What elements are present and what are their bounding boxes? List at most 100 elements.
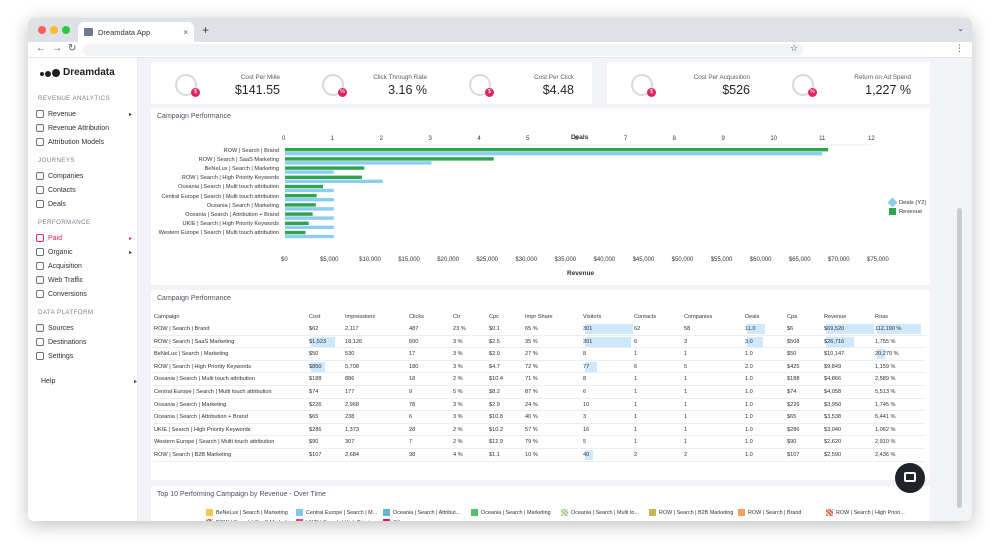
top10-legend-item[interactable]: Oceania | Search | Multi to... [561, 509, 639, 516]
table-row[interactable]: ROW | Search | Brand $62 2,117 487 23 % $0.1 6… [153, 323, 925, 336]
browser-menu-icon[interactable]: ⋮ [955, 43, 964, 53]
revenue-bar[interactable] [285, 194, 317, 198]
deals-bar[interactable] [285, 170, 334, 174]
sidebar-item-deals[interactable]: Deals [36, 198, 132, 210]
table-cell: $286 [787, 426, 800, 433]
column-header[interactable]: Visitors [583, 314, 602, 320]
column-header[interactable]: Cpa [787, 314, 798, 320]
sidebar-item-sources[interactable]: Sources [36, 322, 132, 334]
kpi-label: Cost Per Click [534, 74, 574, 81]
top10-legend-item[interactable]: ROW | Search | B2B Marketing [649, 509, 733, 516]
campaign-chart-title: Campaign Performance [157, 113, 231, 120]
close-window-dot[interactable] [38, 26, 46, 34]
deals-bar[interactable] [285, 207, 334, 211]
table-cell: 5 % [453, 389, 463, 395]
column-header[interactable]: Campaign [154, 314, 180, 320]
column-header[interactable]: Contacts [634, 314, 657, 320]
sidebar-item-web-traffic[interactable]: Web Traffic [36, 274, 132, 286]
sidebar-item-organic[interactable]: Organic ▸ [36, 246, 132, 258]
sidebar-item-companies[interactable]: Companies [36, 170, 132, 182]
table-row[interactable]: Oceania | Search | Marketing $226 2,968 78 3… [153, 399, 925, 412]
column-header[interactable]: Revenue [824, 314, 847, 320]
sidebar-item-revenue[interactable]: Revenue ▸ [36, 108, 132, 120]
column-header[interactable]: Roas [875, 314, 889, 320]
top10-legend-item[interactable]: Other [383, 519, 406, 521]
deals-bar[interactable] [285, 225, 334, 229]
table-row[interactable]: ROW | Search | SaaS Marketing $1,523 18,12… [153, 336, 925, 349]
sidebar-item-revenue-attribution[interactable]: Revenue Attribution [36, 122, 132, 134]
sidebar-item-acquisition[interactable]: Acquisition [36, 260, 132, 272]
deals-bar[interactable] [285, 188, 334, 193]
new-tab-icon[interactable]: + [202, 23, 210, 37]
column-header[interactable]: Clicks [409, 314, 424, 320]
table-row[interactable]: BeNeLux | Search | Marketing $50 530 17 3 % $… [153, 348, 925, 361]
back-arrow-icon[interactable]: ← [36, 43, 46, 54]
table-row[interactable]: UKIE | Search | High Priority Keywords $2… [153, 424, 925, 437]
sidebar-item-help[interactable]: Help ▸ [41, 375, 137, 387]
maximize-window-dot[interactable] [62, 26, 70, 34]
deals-bar[interactable] [285, 198, 334, 202]
top10-legend-item[interactable]: BeNeLux | Search | Marketing [206, 509, 288, 516]
top10-legend-item[interactable]: ROW | Search | SaaS Marketing [206, 519, 293, 521]
reload-icon[interactable]: ↻ [68, 43, 77, 54]
table-cell: Oceania | Search | Marketing [154, 401, 227, 408]
deals-bar[interactable] [285, 179, 383, 183]
sidebar-item-label: Conversions [48, 290, 87, 298]
revenue-bar[interactable] [285, 157, 494, 161]
column-header[interactable]: Deals [745, 314, 760, 320]
scrollbar[interactable] [957, 208, 962, 508]
table-cell: 27 % [525, 351, 538, 358]
column-header[interactable]: Companies [684, 314, 713, 320]
deals-bar[interactable] [285, 234, 334, 239]
deals-bar[interactable] [285, 216, 334, 220]
revenue-bar[interactable] [285, 203, 316, 207]
column-header[interactable]: Cpc [489, 314, 499, 320]
table-row[interactable]: Central Europe | Search | Multi touch at… [153, 386, 925, 399]
sidebar-item-destinations[interactable]: Destinations [36, 336, 132, 348]
top10-legend-item[interactable]: ROW | Search | Brand [738, 509, 801, 516]
kpi-badge-icon: $ [485, 88, 494, 97]
table-cell: 3 % [453, 351, 463, 358]
table-row[interactable]: Oceania | Search | Multi touch attributi… [153, 373, 925, 386]
forward-arrow-icon[interactable]: → [52, 43, 62, 54]
sidebar-item-paid[interactable]: Paid ▸ [36, 232, 132, 244]
deals-bar[interactable] [285, 152, 823, 156]
table-cell: $10.2 [489, 426, 503, 433]
top10-legend-item[interactable]: Oceania | Search | Marketing [471, 509, 551, 516]
table-row[interactable]: Western Europe | Search | Multi touch at… [153, 436, 925, 449]
url-input[interactable] [83, 44, 803, 56]
table-row[interactable]: ROW | Search | High Priority Keywords $85… [153, 361, 925, 374]
minimize-window-dot[interactable] [50, 26, 58, 34]
table-row[interactable]: ROW | Search | B2B Marketing $107 2,684 98 4… [153, 449, 925, 462]
sidebar-item-attribution-models[interactable]: Attribution Models [36, 136, 132, 148]
column-header[interactable]: Ctr [453, 314, 461, 320]
table-row[interactable]: Oceania | Search | Attribution + Brand $6… [153, 411, 925, 424]
browser-tab[interactable]: Dreamdata App × [78, 22, 194, 42]
sidebar-item-settings[interactable]: Settings [36, 350, 132, 362]
column-header[interactable]: Impressions [345, 314, 376, 320]
column-header[interactable]: Cost [309, 314, 321, 320]
revenue-bar[interactable] [285, 175, 362, 179]
revenue-bar[interactable] [285, 166, 365, 170]
top10-legend-item[interactable]: UKIE | Search | High Priori... [296, 519, 374, 521]
chat-button[interactable] [895, 463, 925, 493]
top10-legend-item[interactable]: ROW | Search | High Priori... [826, 509, 905, 516]
revenue-bar[interactable] [285, 221, 309, 225]
close-tab-icon[interactable]: × [183, 27, 188, 37]
top10-legend-item[interactable]: Central Europe | Search | M... [296, 509, 377, 516]
column-header[interactable]: Impr Share [525, 314, 553, 320]
deals-bar[interactable] [285, 161, 432, 165]
revenue-bar[interactable] [285, 184, 324, 189]
sidebar-item-conversions[interactable]: Conversions [36, 288, 132, 300]
chevron-down-icon[interactable]: ⌄ [957, 24, 964, 33]
revenue-bar[interactable] [285, 230, 306, 235]
kpi-card: $ Cost Per Click $4.48 [445, 68, 592, 104]
sidebar-item-contacts[interactable]: Contacts [36, 184, 132, 196]
kpi-badge-icon: % [338, 88, 347, 97]
table-cell: 2 % [453, 439, 463, 446]
top10-legend-item[interactable]: Oceania | Search | Attribut... [383, 509, 460, 516]
bookmark-star-icon[interactable]: ☆ [790, 43, 799, 53]
revenue-bar[interactable] [285, 212, 313, 216]
logo[interactable]: Dreamdata [40, 67, 115, 78]
revenue-bar[interactable] [285, 148, 829, 152]
